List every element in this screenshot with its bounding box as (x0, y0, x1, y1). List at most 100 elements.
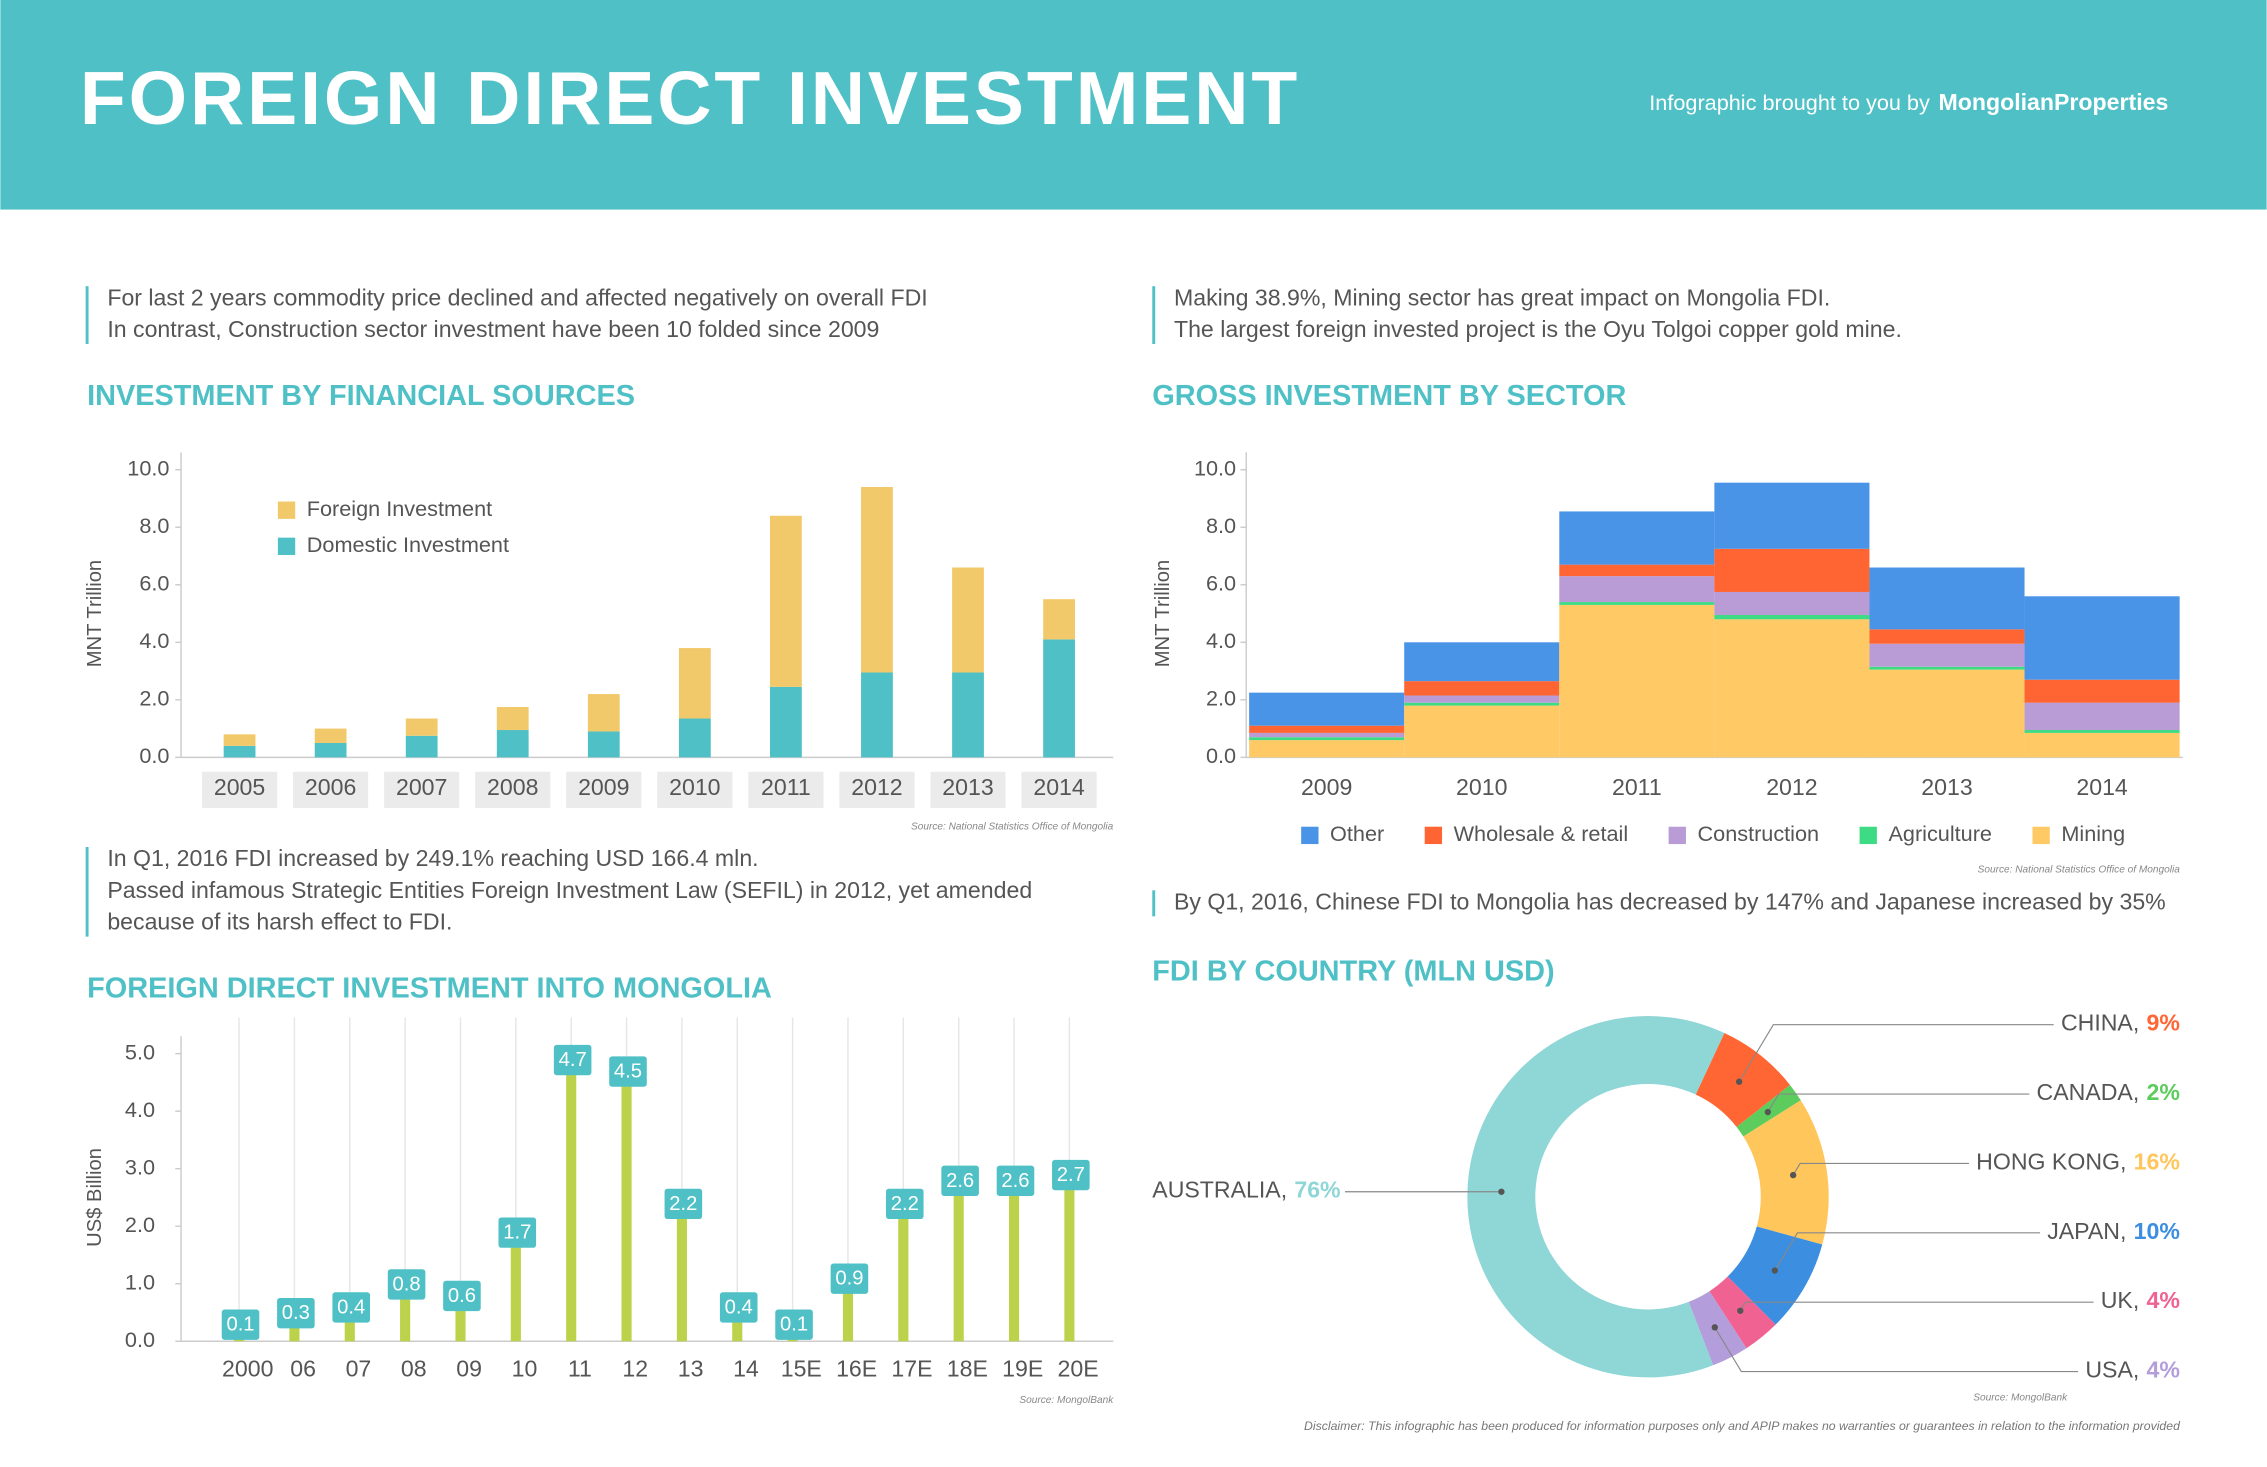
bar (289, 1324, 300, 1342)
bar-segment (2024, 596, 2180, 680)
leader-line (1767, 1093, 2030, 1113)
bar-segment (1869, 666, 2025, 670)
legend-label: Domestic Investment (307, 532, 509, 557)
legend-label: Agriculture (1888, 821, 1992, 846)
legend-label: Construction (1698, 821, 1820, 846)
page-title: FOREIGN DIRECT INVESTMENT (80, 56, 1300, 140)
bar-segment (1714, 619, 1870, 758)
bar-segment (2024, 702, 2180, 731)
value-label-box (553, 1044, 592, 1076)
slice-value-label: 4% (2147, 1287, 2180, 1313)
leader-line (1792, 1162, 1969, 1176)
bar-segment (952, 672, 984, 758)
bar-segment (587, 694, 620, 732)
slice-value-label: 9% (2147, 1010, 2180, 1036)
legend-swatch (277, 537, 296, 556)
slice-label: UK, 4% (2101, 1287, 2180, 1313)
x-tick-label: 17E (891, 1355, 932, 1381)
value-label: 1.7 (503, 1222, 531, 1244)
value-label-box (221, 1309, 260, 1340)
legend-swatch (277, 501, 296, 519)
y-tick-label: 4.0 (1206, 628, 1236, 653)
slice-label: USA, 4% (2085, 1357, 2180, 1383)
x-tick-label: 2012 (851, 774, 902, 800)
bar-segment (1714, 614, 1870, 620)
leader-dot (1711, 1324, 1718, 1331)
note-text: because of its harsh effect to FDI. (107, 909, 452, 935)
y-tick-label: 4.0 (125, 1097, 155, 1122)
leader-dot (1789, 1171, 1797, 1179)
y-tick-label: 2.0 (139, 686, 169, 711)
bar-segment (1714, 482, 1870, 549)
header-band (0, 0, 2267, 210)
x-tick-label: 2014 (2076, 774, 2128, 800)
x-tick-label: 13 (678, 1355, 704, 1381)
value-label-box (277, 1297, 315, 1329)
x-tick-label: 2009 (1301, 774, 1352, 800)
bar-segment (1559, 511, 1715, 565)
bar-segment (2024, 679, 2180, 703)
bar (400, 1295, 411, 1342)
value-label-box (885, 1188, 924, 1220)
y-tick-label: 10.0 (127, 455, 169, 480)
bar-segment (770, 515, 802, 687)
note-text: Passed infamous Strategic Entities Forei… (107, 877, 1032, 903)
value-label-box (941, 1165, 979, 1197)
value-label-box (996, 1165, 1035, 1197)
x-tick-label: 2007 (396, 774, 447, 800)
bar-segment (1559, 576, 1715, 603)
bar (676, 1214, 687, 1342)
bar-segment (1249, 737, 1405, 741)
y-tick-label: 0.0 (125, 1327, 155, 1352)
x-tick-label: 2011 (761, 774, 811, 800)
x-tick-label: 2008 (487, 774, 538, 800)
bar-segment (2024, 730, 2180, 733)
slice-name: AUSTRALIA, (1152, 1177, 1287, 1203)
x-tick-label: 12 (622, 1355, 648, 1381)
y-axis-title: MNT Trillion (1152, 560, 1174, 667)
donut-slice (1743, 1100, 1829, 1245)
value-label: 0.9 (835, 1268, 863, 1290)
value-label-box (609, 1056, 647, 1087)
bar (566, 1070, 577, 1342)
bar-segment (1714, 591, 1870, 615)
bar (455, 1306, 466, 1342)
y-tick-label: 4.0 (139, 628, 169, 653)
category-box (748, 771, 824, 808)
x-tick-label: 2000 (222, 1355, 273, 1381)
slice-value-label: 76% (1294, 1177, 1340, 1203)
leader-dot (1764, 1108, 1772, 1116)
y-tick-label: 0.0 (1206, 743, 1236, 768)
legend-label: Wholesale & retail (1454, 821, 1629, 846)
leader-dot (1771, 1267, 1778, 1274)
donut-slice (1467, 1016, 1725, 1378)
value-label-box (443, 1280, 481, 1312)
credit: Infographic brought to you by MongolianPr… (1649, 89, 2168, 115)
slice-name: CANADA, (2037, 1079, 2140, 1105)
value-label: 0.4 (725, 1296, 753, 1318)
slice-name: CHINA, (2061, 1010, 2139, 1036)
y-tick-label: 6.0 (1206, 570, 1236, 595)
category-box (293, 771, 369, 808)
slice-name: UK, (2101, 1287, 2140, 1313)
leader-line (1774, 1232, 2040, 1271)
disclaimer: Disclaimer: This infographic has been pr… (1304, 1419, 2181, 1433)
note-text: In contrast, Construction sector investm… (107, 316, 879, 342)
x-tick-label: 11 (568, 1355, 592, 1381)
slice-label: JAPAN, 10% (2047, 1218, 2180, 1244)
leader-line (1714, 1327, 2079, 1373)
note-text: By Q1, 2016, Chinese FDI to Mongolia has… (1174, 888, 2166, 914)
bar-segment (405, 718, 438, 736)
leader-dot (1498, 1188, 1505, 1195)
slice-value-label: 16% (2134, 1149, 2180, 1175)
bar-segment (405, 735, 438, 758)
bar-segment (1869, 643, 2025, 667)
slice-name: USA, (2085, 1357, 2139, 1383)
legend-swatch (1668, 826, 1686, 845)
x-tick-label: 2014 (1033, 774, 1085, 800)
category-box (1021, 771, 1097, 808)
bar-segment (1714, 548, 1870, 592)
leader-line (1738, 1024, 2054, 1083)
